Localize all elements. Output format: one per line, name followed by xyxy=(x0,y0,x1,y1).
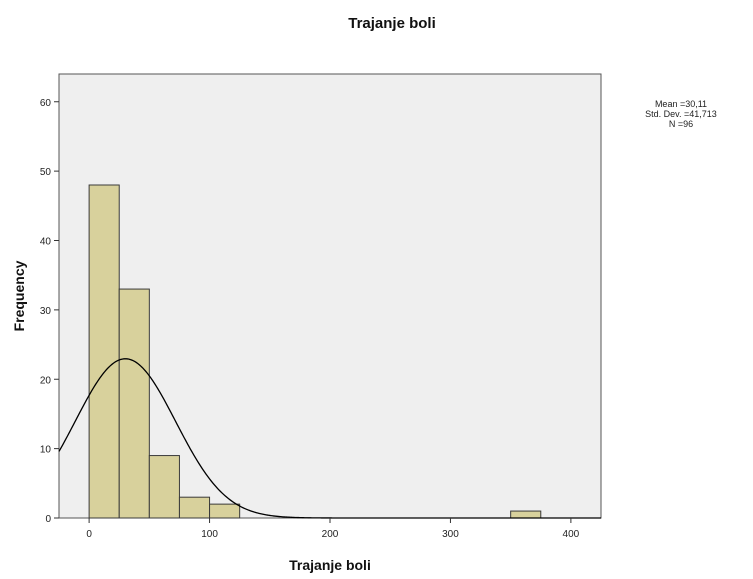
x-tick-label: 200 xyxy=(322,529,339,540)
bars-group xyxy=(88,184,542,519)
histogram-bar-4 xyxy=(209,503,241,519)
x-axis-label: Trajanje boli xyxy=(289,557,371,573)
y-tick-label: 40 xyxy=(40,237,52,248)
x-tick-label: 0 xyxy=(86,529,92,540)
stats-line-2: N =96 xyxy=(669,119,693,129)
x-tick-label: 400 xyxy=(563,529,580,540)
histogram-bar-1 xyxy=(118,288,150,519)
y-tick-label: 30 xyxy=(40,306,52,317)
y-tick-label: 20 xyxy=(40,375,52,386)
x-tick-label: 300 xyxy=(442,529,459,540)
stats-line-0: Mean =30,11 xyxy=(655,99,707,109)
y-tick-label: 10 xyxy=(40,445,52,456)
y-tick-label: 0 xyxy=(45,514,51,525)
y-axis-label: Frequency xyxy=(11,260,27,331)
chart-title: Trajanje boli xyxy=(348,15,436,32)
y-tick-label: 50 xyxy=(40,167,52,178)
y-axis: 0 10 20 30 40 50 60 xyxy=(40,98,59,525)
histogram-bar-2 xyxy=(148,455,180,519)
stats-line-1: Std. Dev. =41,713 xyxy=(645,109,717,119)
normal-curve xyxy=(58,358,601,519)
histogram-bar-0 xyxy=(88,184,120,519)
x-axis: 0 100 200 300 400 xyxy=(86,518,580,540)
x-tick-label: 100 xyxy=(201,529,218,540)
histogram-bar-5 xyxy=(510,510,542,519)
histogram-bar-3 xyxy=(178,496,211,519)
y-tick-label: 60 xyxy=(40,98,52,109)
